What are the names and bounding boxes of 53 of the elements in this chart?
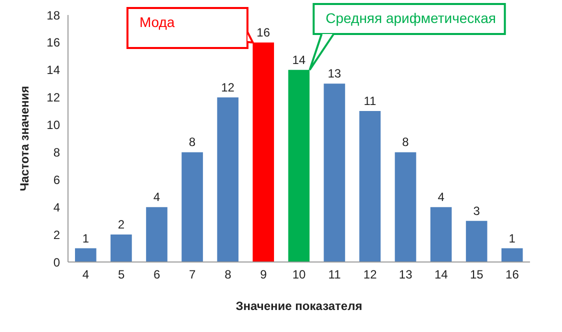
bar bbox=[430, 207, 452, 262]
y-tick-label: 14 bbox=[46, 63, 60, 78]
y-tick-label: 0 bbox=[53, 255, 60, 270]
x-axis-title: Значение показателя bbox=[236, 299, 362, 313]
data-label: 1 bbox=[82, 231, 90, 246]
y-tick-label: 16 bbox=[46, 36, 60, 50]
data-label: 4 bbox=[153, 190, 160, 204]
bar bbox=[182, 152, 203, 262]
x-tick-label: 5 bbox=[118, 268, 125, 282]
bar bbox=[501, 248, 523, 262]
y-tick-label: 10 bbox=[46, 118, 60, 132]
x-tick-label: 7 bbox=[189, 268, 196, 282]
data-label: 12 bbox=[221, 80, 235, 94]
data-label: 3 bbox=[473, 204, 480, 218]
x-tick-label: 4 bbox=[82, 268, 90, 282]
bar bbox=[75, 248, 96, 262]
bar bbox=[394, 152, 416, 262]
x-tick-label: 9 bbox=[260, 268, 268, 282]
data-label: 1 bbox=[508, 231, 516, 246]
data-label: 16 bbox=[256, 25, 270, 40]
data-label: 13 bbox=[328, 66, 342, 81]
bar bbox=[217, 97, 238, 262]
annotation: Мода bbox=[139, 14, 175, 30]
bar bbox=[146, 207, 168, 262]
y-axis-title: Частота значения bbox=[17, 86, 32, 192]
bar bbox=[359, 111, 381, 262]
bar bbox=[252, 42, 274, 262]
data-label: 4 bbox=[438, 190, 445, 204]
data-label: 8 bbox=[188, 135, 196, 150]
y-tick-label: 12 bbox=[46, 90, 60, 105]
x-tick-label: 8 bbox=[224, 268, 232, 282]
bar bbox=[466, 220, 488, 262]
data-label: 11 bbox=[364, 94, 377, 108]
x-tick-label: 15 bbox=[470, 268, 484, 282]
x-tick-label: 12 bbox=[363, 268, 378, 282]
data-label: 2 bbox=[118, 218, 125, 232]
bar bbox=[110, 234, 132, 262]
x-tick-label: 10 bbox=[292, 268, 306, 282]
y-tick-label: 2 bbox=[53, 228, 60, 242]
bar bbox=[288, 70, 310, 262]
bar bbox=[324, 84, 346, 262]
x-tick-label: 13 bbox=[398, 268, 413, 282]
data-label: 14 bbox=[292, 52, 306, 67]
x-tick-label: 11 bbox=[328, 268, 342, 282]
annotation: Средняя арифметическая bbox=[326, 10, 496, 26]
y-tick-label: 18 bbox=[46, 8, 60, 22]
y-tick-label: 4 bbox=[53, 200, 60, 214]
y-tick-label: 8 bbox=[53, 145, 60, 160]
x-tick-label: 16 bbox=[506, 268, 520, 282]
x-tick-label: 14 bbox=[434, 268, 448, 282]
data-label: 8 bbox=[402, 135, 410, 150]
y-tick-label: 6 bbox=[53, 172, 60, 187]
x-tick-label: 6 bbox=[154, 268, 160, 282]
